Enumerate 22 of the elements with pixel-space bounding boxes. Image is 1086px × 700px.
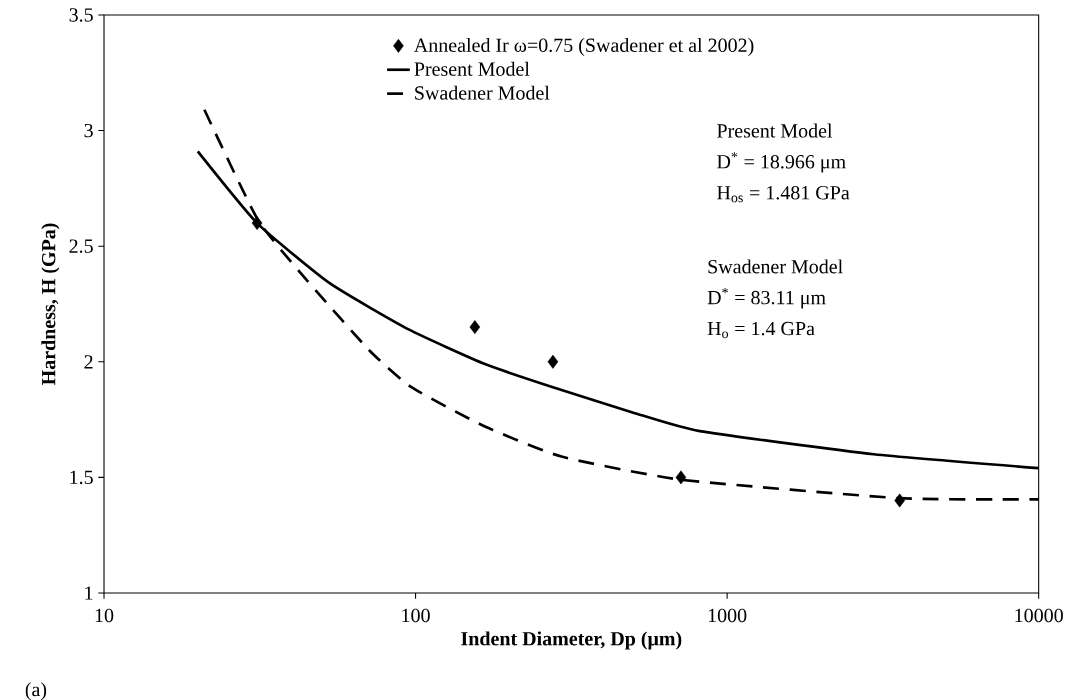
y-tick-label: 2: [84, 355, 93, 369]
x-tick-label: 10: [95, 608, 114, 623]
legend-label: Present Model: [414, 61, 530, 76]
annotation: H$_{os}$ = 1.481 GPa: [717, 185, 850, 203]
annotation: D$^{*}$ = 18.966 μm: [717, 152, 846, 173]
y-tick-label: 3: [84, 123, 93, 138]
x-tick-label: 10000: [1015, 608, 1063, 623]
annotation: H$_{o}$ = 1.4 GPa: [707, 321, 815, 338]
legend-label: Swadener Model: [415, 85, 550, 100]
y-axis-title: Hardness, H (GPa): [41, 223, 60, 385]
y-tick-label: 1.5: [70, 470, 93, 484]
annotation: D$^{*}$ = 83.11 μm: [707, 287, 826, 309]
y-tick-label: 3.5: [69, 8, 93, 22]
text: (a): [25, 682, 47, 700]
x-axis-title: Indent Diameter, Dp (μm): [461, 631, 682, 650]
x-tick-label: 100: [402, 608, 430, 623]
y-tick-label: 1: [85, 586, 93, 600]
legend-label: Annealed Ir ω=0.75 (Swadener et al 2002): [414, 37, 754, 56]
annotation: Present Model: [717, 123, 833, 138]
annotation: Swadener Model: [708, 259, 843, 274]
y-tick-label: 2.5: [69, 239, 93, 253]
x-tick-label: 1000: [708, 608, 747, 623]
